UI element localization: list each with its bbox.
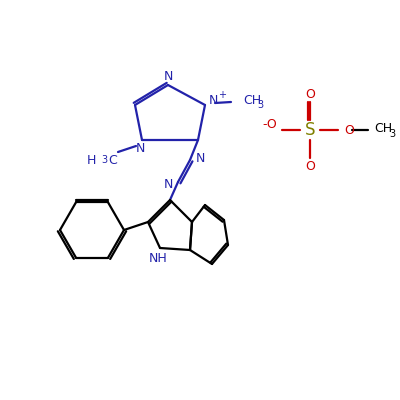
Text: S: S [305,121,315,139]
Text: CH: CH [374,122,392,134]
Text: O: O [344,124,354,136]
Text: N: N [208,94,218,106]
Text: N: N [163,70,173,84]
Text: H: H [87,154,96,166]
Text: N: N [163,178,173,190]
Text: N: N [195,152,205,164]
Text: N: N [135,142,145,156]
Text: +: + [218,90,226,100]
Text: 3: 3 [257,100,263,110]
Text: O: O [305,160,315,172]
Text: 3: 3 [101,155,107,165]
Text: CH: CH [243,94,261,106]
Text: O: O [305,88,315,102]
Text: C: C [108,154,117,166]
Text: -O: -O [263,118,277,132]
Text: 3: 3 [389,129,395,139]
Text: NH: NH [149,252,167,264]
